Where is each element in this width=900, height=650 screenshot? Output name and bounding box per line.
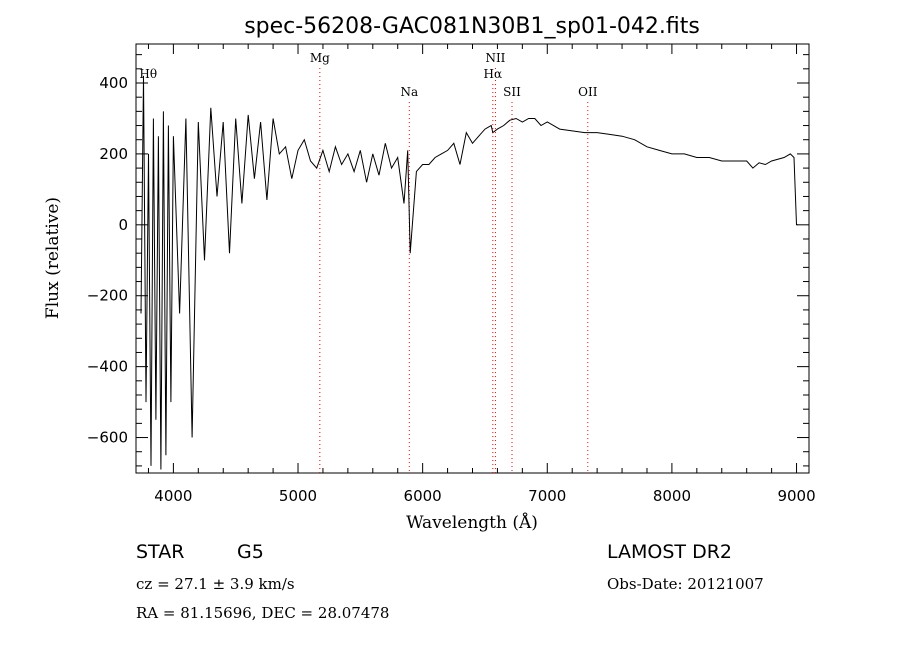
x-tick-label: 8000 bbox=[653, 487, 691, 505]
y-axis-label: Flux (relative) bbox=[43, 197, 63, 319]
line-marker-label: NII bbox=[485, 51, 505, 65]
line-marker-label: Hθ bbox=[139, 67, 157, 81]
line-marker-label: Hα bbox=[484, 67, 503, 81]
redshift-info: cz = 27.1 ± 3.9 km/s bbox=[136, 575, 295, 593]
x-tick-label: 5000 bbox=[279, 487, 317, 505]
line-marker-label: SII bbox=[503, 85, 521, 99]
x-tick-label: 6000 bbox=[404, 487, 442, 505]
y-tick-label: −600 bbox=[87, 429, 128, 447]
y-tick-label: −400 bbox=[87, 358, 128, 376]
survey-label: LAMOST DR2 bbox=[607, 541, 732, 563]
line-marker-label: Mg bbox=[310, 51, 330, 65]
y-tick-label: −200 bbox=[87, 287, 128, 305]
object-subclass: G5 bbox=[237, 541, 264, 563]
object-class: STAR bbox=[136, 541, 185, 563]
coordinates: RA = 81.15696, DEC = 28.07478 bbox=[136, 604, 390, 622]
x-tick-label: 9000 bbox=[777, 487, 815, 505]
x-tick-label: 4000 bbox=[154, 487, 192, 505]
x-axis-label: Wavelength (Å) bbox=[406, 512, 538, 533]
y-axis: −600 −400 −200 0 200 400 bbox=[87, 54, 809, 467]
observation-date: Obs-Date: 20121007 bbox=[607, 575, 764, 593]
series-group bbox=[140, 75, 798, 470]
line-marker-label: Na bbox=[400, 85, 418, 99]
plot-frame bbox=[135, 43, 810, 474]
y-tick-label: 400 bbox=[99, 74, 128, 92]
x-tick-label: 7000 bbox=[528, 487, 566, 505]
line-marker-label: OII bbox=[578, 85, 598, 99]
y-tick-label: 200 bbox=[99, 145, 128, 163]
y-tick-label: 0 bbox=[118, 216, 128, 234]
x-axis: 4000 5000 6000 7000 8000 9000 bbox=[147, 44, 816, 505]
spectrum-line bbox=[140, 75, 798, 470]
chart-title: spec-56208-GAC081N30B1_sp01-042.fits bbox=[244, 14, 700, 39]
